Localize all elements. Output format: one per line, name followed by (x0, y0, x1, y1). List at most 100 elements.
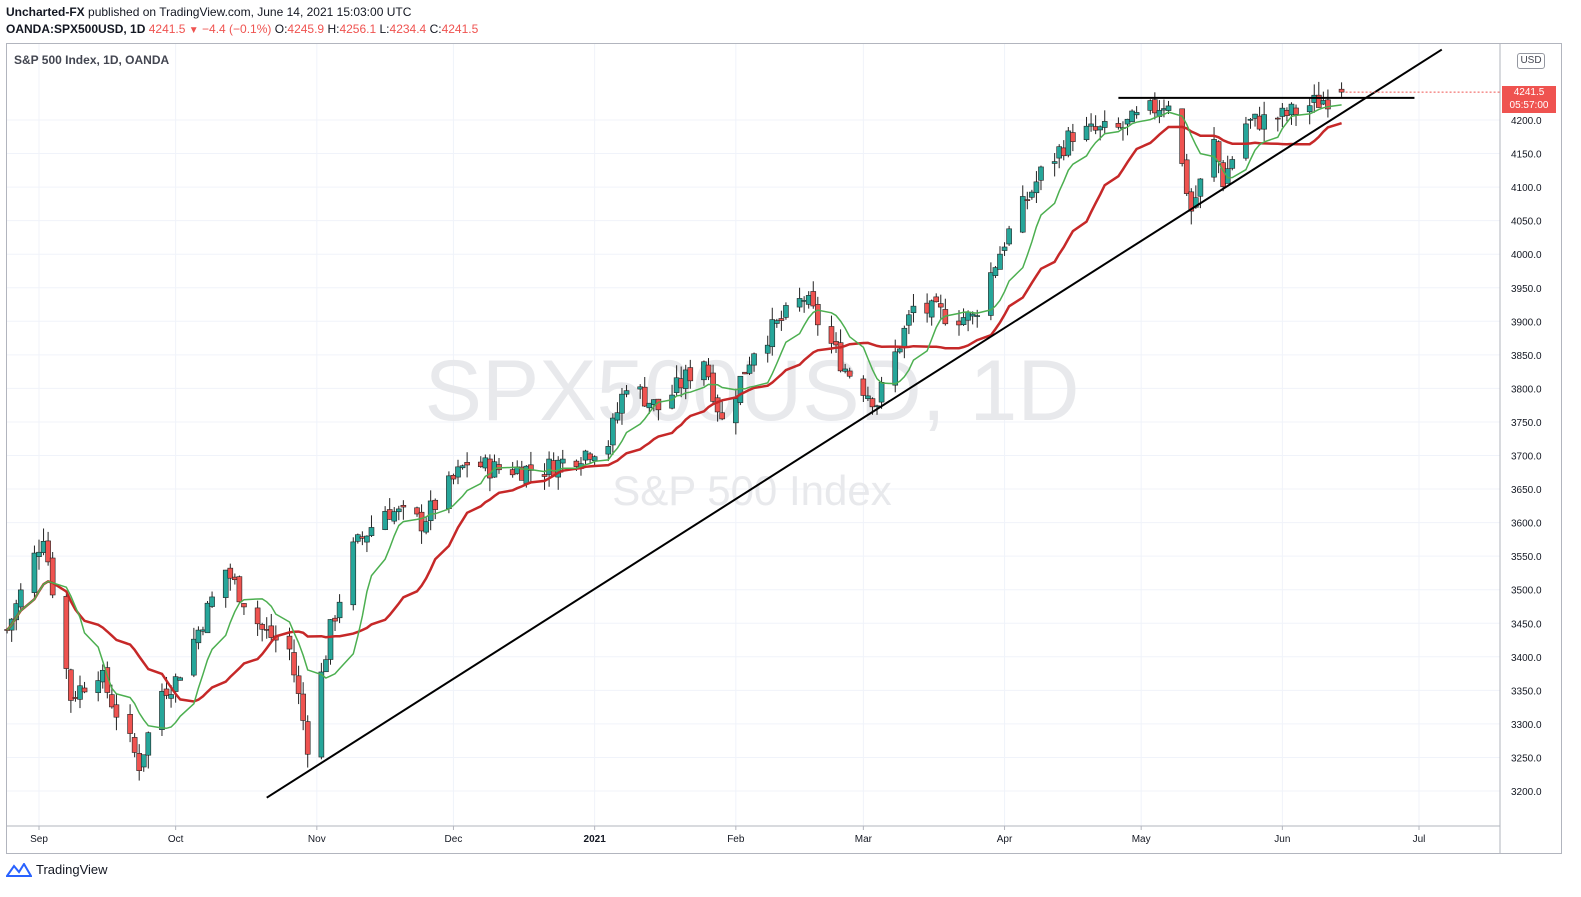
y-tick-label: 3250.0 (1511, 753, 1542, 764)
watermark-name: S&P 500 Index (612, 467, 891, 514)
author-name[interactable]: Uncharted-FX (6, 5, 85, 19)
candle-up (1311, 94, 1318, 103)
candle-up (168, 694, 174, 699)
high-value: 4256.1 (339, 22, 377, 36)
candle-up (997, 253, 1003, 270)
candle-down (541, 474, 548, 477)
candle-up (1320, 100, 1327, 105)
candle-up (327, 619, 334, 660)
candle-up (140, 754, 147, 768)
candle-down (933, 296, 940, 303)
candle-down (291, 652, 297, 676)
candle-up (605, 446, 612, 455)
y-tick-label: 3700.0 (1511, 452, 1542, 463)
currency-badge[interactable]: USD (1517, 53, 1545, 69)
tradingview-logo[interactable]: TradingView (6, 862, 108, 877)
candle-down (1284, 110, 1290, 116)
candle-up (637, 386, 643, 390)
candle-up (17, 589, 24, 608)
candle-up (901, 327, 908, 348)
candle-up (459, 465, 466, 469)
candle-up (746, 364, 753, 374)
x-tick-label: Jul (1413, 834, 1426, 845)
candle-down (477, 461, 484, 468)
candle-up (382, 511, 388, 530)
candle-up (892, 351, 899, 386)
candle-down (268, 625, 275, 638)
candle-down (778, 318, 785, 321)
candle-up (222, 569, 229, 598)
candle-up (796, 298, 803, 308)
candle-down (1338, 88, 1345, 93)
candle-up (783, 305, 789, 318)
candle-up (682, 369, 689, 389)
candle-down (810, 291, 817, 307)
x-tick-label: May (1132, 834, 1151, 845)
candle-up (960, 317, 967, 325)
candle-down (295, 675, 302, 694)
high-label: H: (327, 22, 340, 36)
candle-down (386, 509, 393, 520)
candle-down (236, 576, 243, 603)
candle-down (509, 469, 516, 476)
candle-down (860, 378, 867, 396)
candle-up (910, 305, 917, 314)
candle-up (896, 348, 903, 353)
candle-down (846, 370, 853, 377)
candle-up (1129, 110, 1135, 123)
candle-up (1033, 181, 1040, 194)
candle-down (1060, 147, 1067, 157)
candle-up (200, 629, 206, 632)
y-tick-label: 4050.0 (1511, 217, 1542, 228)
x-tick-label: Feb (727, 834, 745, 845)
candle-up (992, 267, 999, 276)
close-label: C: (429, 22, 442, 36)
x-tick-label: Nov (308, 834, 326, 845)
candle-down (127, 714, 133, 734)
candle-up (1038, 166, 1044, 181)
y-tick-label: 3400.0 (1511, 653, 1542, 664)
candle-down (136, 753, 142, 771)
y-tick-label: 4150.0 (1511, 150, 1542, 161)
x-tick-label: Jun (1274, 834, 1290, 845)
candle-up (31, 552, 38, 593)
candle-down (113, 704, 120, 718)
y-tick-label: 3650.0 (1511, 485, 1542, 496)
candle-up (1165, 105, 1172, 111)
candle-up (1124, 118, 1131, 125)
candle-up (427, 500, 434, 522)
candle-up (145, 732, 152, 756)
x-tick-label: Dec (445, 834, 463, 845)
candle-up (391, 511, 398, 522)
y-tick-label: 4100.0 (1511, 183, 1542, 194)
candle-down (259, 624, 265, 630)
candle-down (924, 302, 930, 314)
y-tick-label: 3550.0 (1511, 552, 1542, 563)
candle-down (1179, 108, 1185, 164)
x-tick-label: Apr (997, 834, 1013, 845)
candle-down (163, 688, 170, 696)
tradingview-brand: TradingView (36, 862, 108, 877)
candle-down (1293, 107, 1299, 115)
candle-up (423, 521, 429, 533)
candle-up (673, 377, 680, 393)
candle-up (669, 394, 675, 409)
candle-down (937, 303, 944, 308)
candle-up (177, 677, 183, 681)
candle-up (36, 551, 42, 557)
publish-info: published on TradingView.com, June 14, 2… (88, 5, 412, 19)
candle-down (1152, 99, 1158, 114)
candle-up (204, 602, 211, 634)
candle-up (623, 390, 630, 395)
candle-down (418, 511, 425, 532)
candle-up (906, 314, 912, 326)
candle-up (805, 295, 812, 305)
candle-down (837, 342, 844, 372)
candle-down (45, 540, 51, 563)
publish-header: Uncharted-FX published on TradingView.co… (6, 5, 411, 19)
open-label: O: (274, 22, 288, 36)
candle-up (195, 629, 202, 644)
candle-up (614, 412, 621, 421)
candle-up (733, 398, 739, 424)
